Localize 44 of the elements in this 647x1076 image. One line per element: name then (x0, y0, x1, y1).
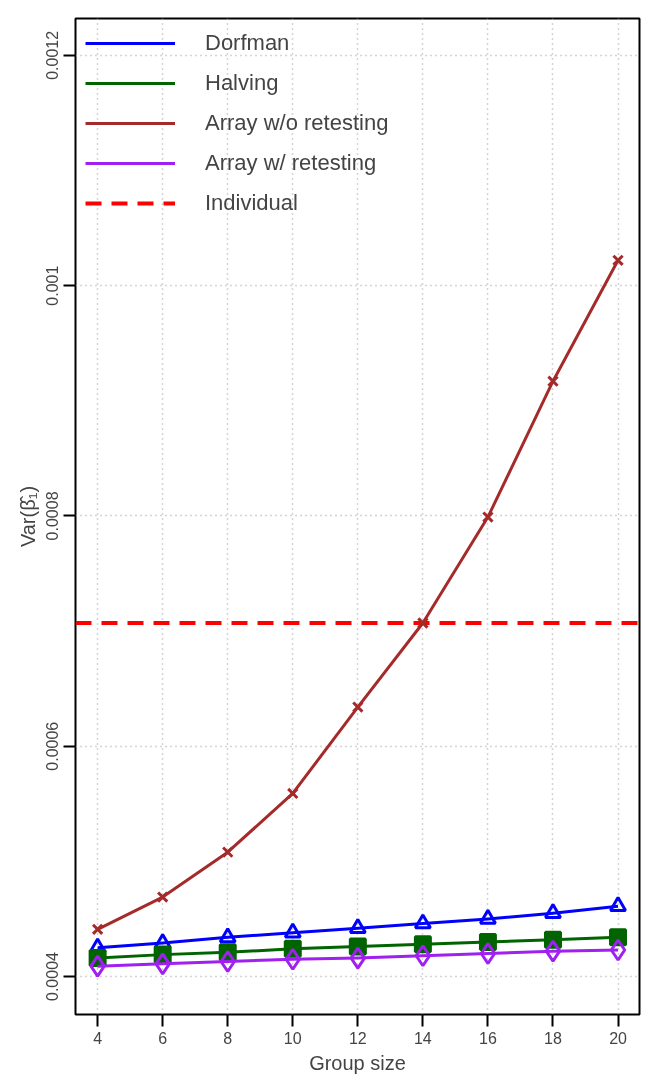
x-tick-label: 6 (158, 1029, 168, 1047)
y-tick-label: 0.0008 (44, 491, 62, 541)
x-tick-label: 18 (544, 1029, 562, 1047)
point (89, 954, 106, 978)
x-axis-title: Group size (309, 1051, 406, 1074)
point (481, 510, 495, 524)
legend-label: Array w/ retesting (205, 150, 377, 176)
x-tick-label: 14 (413, 1029, 432, 1047)
point (154, 952, 171, 976)
point (609, 938, 627, 962)
point (416, 616, 429, 630)
point (284, 947, 301, 971)
legend-label: Individual (205, 190, 298, 216)
point (156, 890, 169, 904)
x-tick-label: 4 (93, 1029, 103, 1047)
point (349, 946, 366, 970)
point (546, 375, 560, 388)
point (91, 923, 104, 936)
point (611, 254, 625, 267)
y-tick-label: 0.0004 (44, 951, 62, 1001)
x-tick-label: 20 (609, 1029, 628, 1047)
point (286, 787, 299, 800)
x-tick-label: 10 (283, 1029, 302, 1047)
point (283, 922, 302, 939)
legend-label: Array w/o retesting (205, 110, 389, 136)
point (544, 939, 562, 963)
point (414, 944, 432, 968)
point (221, 846, 234, 859)
point (218, 927, 237, 944)
y-tick-label: 0.0012 (44, 30, 62, 80)
legend-label: Halving (205, 70, 279, 96)
x-tick-label: 12 (348, 1029, 367, 1047)
point (219, 950, 236, 974)
y-tick-label: 0.0006 (44, 721, 62, 771)
x-tick-label: 16 (479, 1029, 497, 1047)
x-tick-label: 8 (223, 1029, 233, 1047)
legend-label: Dorfman (205, 30, 290, 56)
point (351, 700, 364, 714)
point (609, 896, 628, 913)
y-axis-title: Var(β̂₁) (16, 485, 39, 548)
y-tick-label: 0.001 (44, 265, 62, 306)
point (543, 903, 562, 919)
point (413, 913, 432, 930)
point (479, 941, 497, 965)
